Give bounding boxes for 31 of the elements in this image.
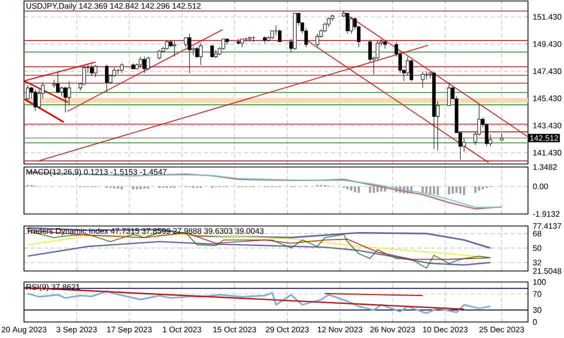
y-tick-label: 149.430 bbox=[533, 41, 562, 47]
y-tick-label: 50 bbox=[533, 245, 542, 251]
x-tick-label: 26 Nov 2023 bbox=[370, 326, 415, 332]
y-tick-label: 147.430 bbox=[533, 68, 562, 74]
chart-title: USDJPY,Daily 142.369 142.842 142.296 142.512 bbox=[26, 2, 201, 10]
y-tick-label: -1.9132 bbox=[533, 211, 560, 217]
y-tick-label: 141.430 bbox=[533, 150, 562, 156]
y-tick-label: 77.4137 bbox=[533, 223, 562, 229]
x-tick-label: 17 Sep 2023 bbox=[107, 326, 152, 334]
y-tick-label: 0.00 bbox=[533, 184, 548, 190]
y-tick-label: 143.430 bbox=[533, 122, 562, 128]
y-tick-label: 32 bbox=[533, 260, 542, 266]
x-tick-label: 12 Nov 2023 bbox=[318, 326, 362, 332]
x-tick-label: 20 Aug 2023 bbox=[2, 326, 46, 334]
x-tick-label: 25 Dec 2023 bbox=[479, 326, 524, 332]
y-tick-label: 1.3482 bbox=[533, 164, 557, 170]
y-tick-label: 70 bbox=[533, 291, 542, 297]
x-tick-label: 15 Oct 2023 bbox=[213, 326, 256, 332]
y-tick-label: 145.430 bbox=[533, 96, 562, 102]
x-tick-label: 29 Oct 2023 bbox=[266, 326, 309, 332]
x-tick-label: 1 Oct 2023 bbox=[163, 326, 202, 332]
chart-title: MACD(12,26,9) 0.1213 -1.5153 -1.4547 bbox=[26, 168, 166, 176]
y-tick-label: 0 bbox=[533, 319, 537, 325]
y-tick-label: 30 bbox=[533, 307, 542, 313]
ref-line-label: 142.512 bbox=[530, 135, 558, 141]
y-tick-label: 68 bbox=[533, 230, 542, 236]
x-tick-label: 3 Sep 2023 bbox=[56, 326, 97, 334]
x-tick-label: 10 Dec 2023 bbox=[423, 326, 468, 332]
y-tick-label: 151.430 bbox=[533, 14, 562, 20]
y-tick-label: 21.5048 bbox=[533, 268, 562, 274]
y-tick-label: 100 bbox=[533, 279, 546, 285]
